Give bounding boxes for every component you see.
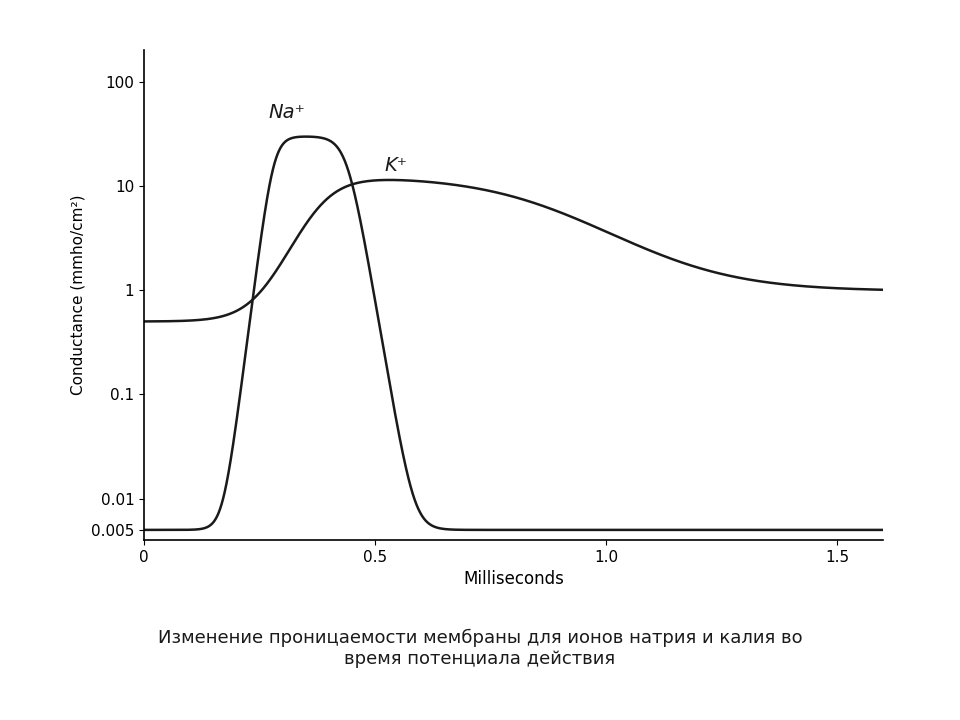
Text: Na⁺: Na⁺ xyxy=(269,103,305,122)
Text: K⁺: K⁺ xyxy=(384,156,407,175)
X-axis label: Milliseconds: Milliseconds xyxy=(463,570,564,588)
Text: Изменение проницаемости мембраны для ионов натрия и калия во
время потенциала де: Изменение проницаемости мембраны для ион… xyxy=(157,629,803,667)
Y-axis label: Conductance (mmho/cm²): Conductance (mmho/cm²) xyxy=(70,195,85,395)
